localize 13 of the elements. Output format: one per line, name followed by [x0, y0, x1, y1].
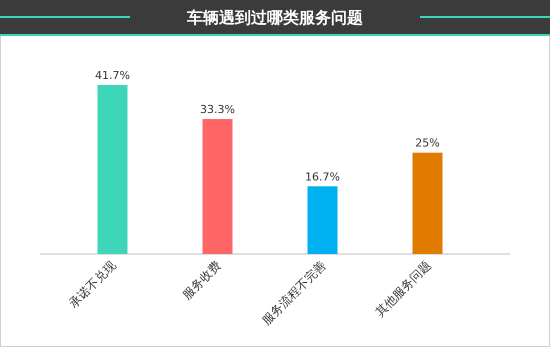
bar: [308, 186, 338, 254]
data-label: 25%: [415, 136, 440, 150]
bar: [98, 85, 128, 254]
bar: [202, 119, 232, 254]
data-label: 41.7%: [95, 69, 130, 82]
x-tick-label: 服务流程不完善: [259, 258, 329, 328]
data-label: 16.7%: [305, 170, 340, 184]
bar: [412, 152, 442, 254]
x-tick-label: 其他服务问题: [372, 258, 434, 320]
x-tick-label: 服务收费: [180, 258, 224, 302]
x-tick-label: 承诺不兑现: [66, 258, 119, 311]
chart-title: 车辆遇到过哪类服务问题: [186, 8, 363, 27]
data-label: 33.3%: [200, 103, 235, 116]
